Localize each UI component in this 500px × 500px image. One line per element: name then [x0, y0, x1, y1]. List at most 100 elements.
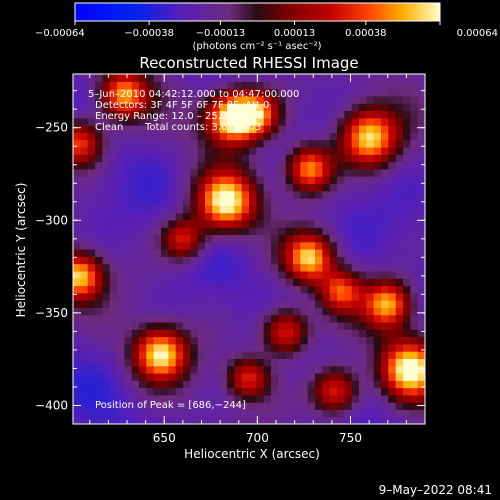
image-cell [219, 212, 228, 221]
image-cell [109, 81, 118, 90]
image-cell [234, 278, 243, 287]
image-cell [227, 161, 235, 170]
image-cell [351, 321, 360, 330]
image-cell [344, 343, 353, 352]
image-cell [403, 161, 411, 170]
image-cell [388, 154, 397, 163]
image-cell [256, 314, 265, 323]
image-cell [212, 190, 221, 199]
image-cell [351, 146, 360, 155]
image-cell [241, 212, 250, 221]
image-cell [109, 161, 118, 170]
y-tick-label: −300 [35, 213, 68, 227]
image-cell [139, 117, 147, 126]
image-cell [278, 336, 287, 345]
image-cell [219, 285, 228, 294]
image-cell [241, 372, 250, 381]
image-cell [344, 285, 353, 294]
image-cell [337, 132, 345, 141]
image-cell [219, 117, 228, 126]
image-cell [395, 416, 404, 424]
image-cell [263, 307, 272, 316]
image-cell [410, 183, 419, 192]
image-cell [337, 372, 345, 381]
image-cell [146, 409, 155, 418]
image-cell [161, 416, 169, 424]
image-cell [366, 321, 375, 330]
image-cell [153, 321, 162, 330]
image-cell [241, 343, 250, 352]
image-cell [256, 329, 265, 338]
image-cell [183, 212, 191, 221]
image-cell [329, 358, 338, 367]
image-cell [124, 95, 133, 104]
image-cell [315, 321, 323, 330]
image-cell [351, 88, 360, 97]
image-cell [359, 81, 367, 90]
image-cell [190, 336, 199, 345]
image-cell [197, 365, 206, 374]
image-cell [95, 329, 103, 338]
image-cell [131, 168, 140, 177]
image-cell [315, 300, 323, 308]
image-cell [161, 372, 169, 381]
image-cell [87, 95, 96, 104]
image-cell [249, 197, 257, 206]
image-cell [183, 409, 191, 418]
image-cell [80, 321, 89, 330]
image-cell [102, 278, 111, 287]
y-axis-label: Heliocentric Y (arcsec) [14, 183, 28, 318]
image-cell [197, 212, 206, 221]
image-cell [168, 365, 177, 374]
image-cell [109, 205, 118, 214]
image-cell [403, 372, 411, 381]
image-cell [366, 278, 375, 287]
image-cell [249, 402, 257, 411]
image-cell [271, 358, 279, 367]
image-cell [381, 110, 389, 119]
image-cell [241, 321, 250, 330]
image-cell [87, 219, 96, 228]
image-cell [205, 249, 213, 257]
image-cell [241, 161, 250, 170]
image-cell [161, 110, 169, 119]
image-cell [219, 139, 228, 148]
image-cell [227, 132, 235, 141]
image-cell [271, 329, 279, 338]
image-cell [300, 197, 309, 206]
image-cell [73, 402, 81, 411]
image-cell [329, 117, 338, 126]
image-cell [227, 358, 235, 367]
image-cell [190, 139, 199, 148]
image-cell [307, 372, 316, 381]
image-cell [395, 197, 404, 206]
image-cell [403, 249, 411, 257]
image-cell [271, 117, 279, 126]
image-cell [263, 358, 272, 367]
image-cell [234, 197, 243, 206]
image-cell [73, 416, 81, 424]
image-cell [322, 256, 331, 265]
image-cell [315, 117, 323, 126]
image-cell [337, 161, 345, 170]
image-cell [241, 402, 250, 411]
image-cell [212, 307, 221, 316]
image-cell [256, 110, 265, 119]
image-cell [417, 307, 425, 316]
image-cell [175, 146, 184, 155]
image-cell [359, 212, 367, 221]
image-cell [351, 212, 360, 221]
image-cell [381, 161, 389, 170]
image-cell [395, 117, 404, 126]
image-cell [190, 219, 199, 228]
image-cell [212, 110, 221, 119]
image-cell [153, 394, 162, 403]
image-cell [337, 146, 345, 155]
image-cell [263, 351, 272, 359]
image-cell [249, 154, 257, 163]
image-cell [256, 307, 265, 316]
image-cell [322, 321, 331, 330]
image-cell [205, 161, 213, 170]
image-cell [168, 227, 177, 236]
image-cell [139, 394, 147, 403]
